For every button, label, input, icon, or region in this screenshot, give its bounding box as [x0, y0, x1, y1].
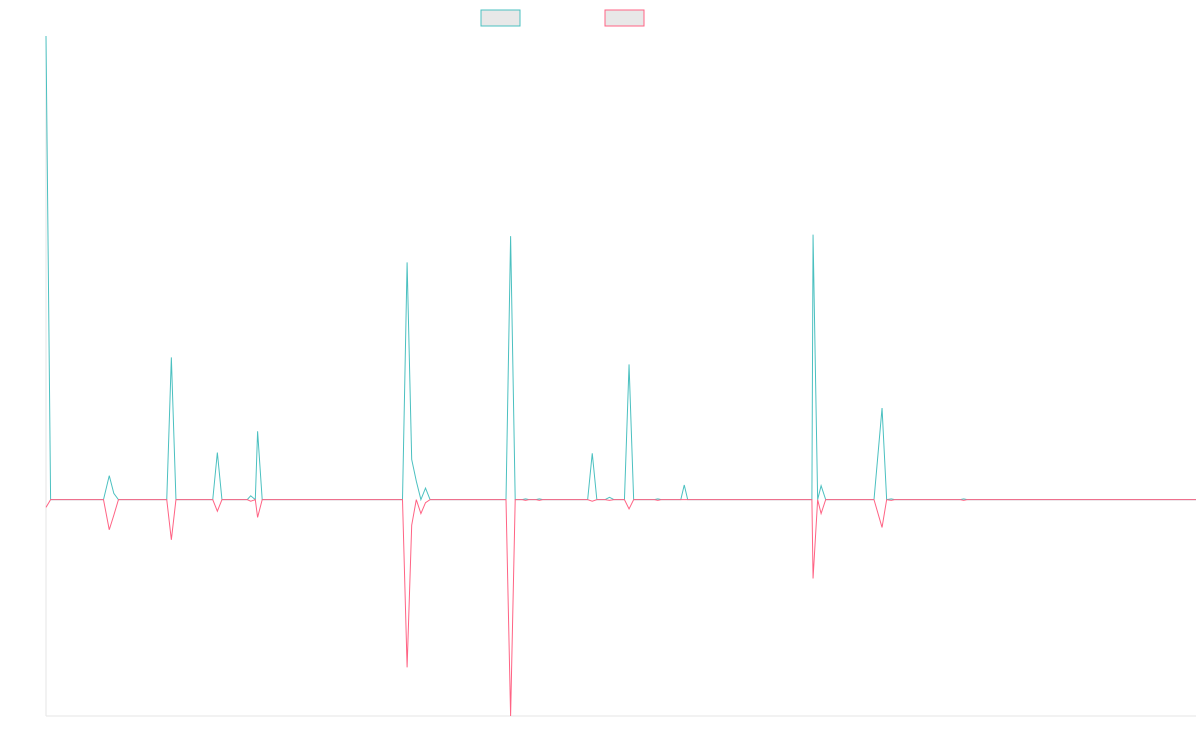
series-layer — [45, 35, 1196, 717]
legend-swatch-series-1[interactable] — [480, 9, 521, 27]
series-line-1[interactable] — [45, 35, 1196, 502]
legend — [480, 9, 645, 27]
series-line-2[interactable] — [45, 498, 1196, 717]
legend-swatch-series-2[interactable] — [604, 9, 645, 27]
